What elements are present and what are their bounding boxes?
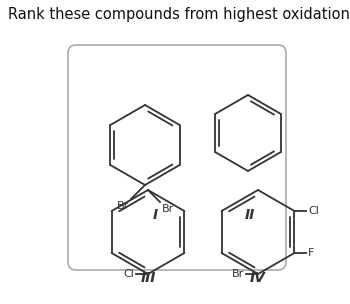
Text: F: F [308, 248, 315, 258]
Text: Br: Br [117, 201, 129, 211]
Text: Cl: Cl [123, 269, 134, 279]
Text: II: II [245, 208, 255, 222]
Text: Rank these compounds from highest oxidation level to lowest.: Rank these compounds from highest oxidat… [8, 6, 350, 22]
Text: I: I [153, 208, 158, 222]
Text: Br: Br [162, 204, 174, 214]
FancyBboxPatch shape [68, 45, 286, 270]
Text: Cl: Cl [308, 206, 319, 216]
Text: IV: IV [250, 271, 266, 285]
Text: III: III [140, 271, 156, 285]
Text: Br: Br [232, 269, 244, 279]
